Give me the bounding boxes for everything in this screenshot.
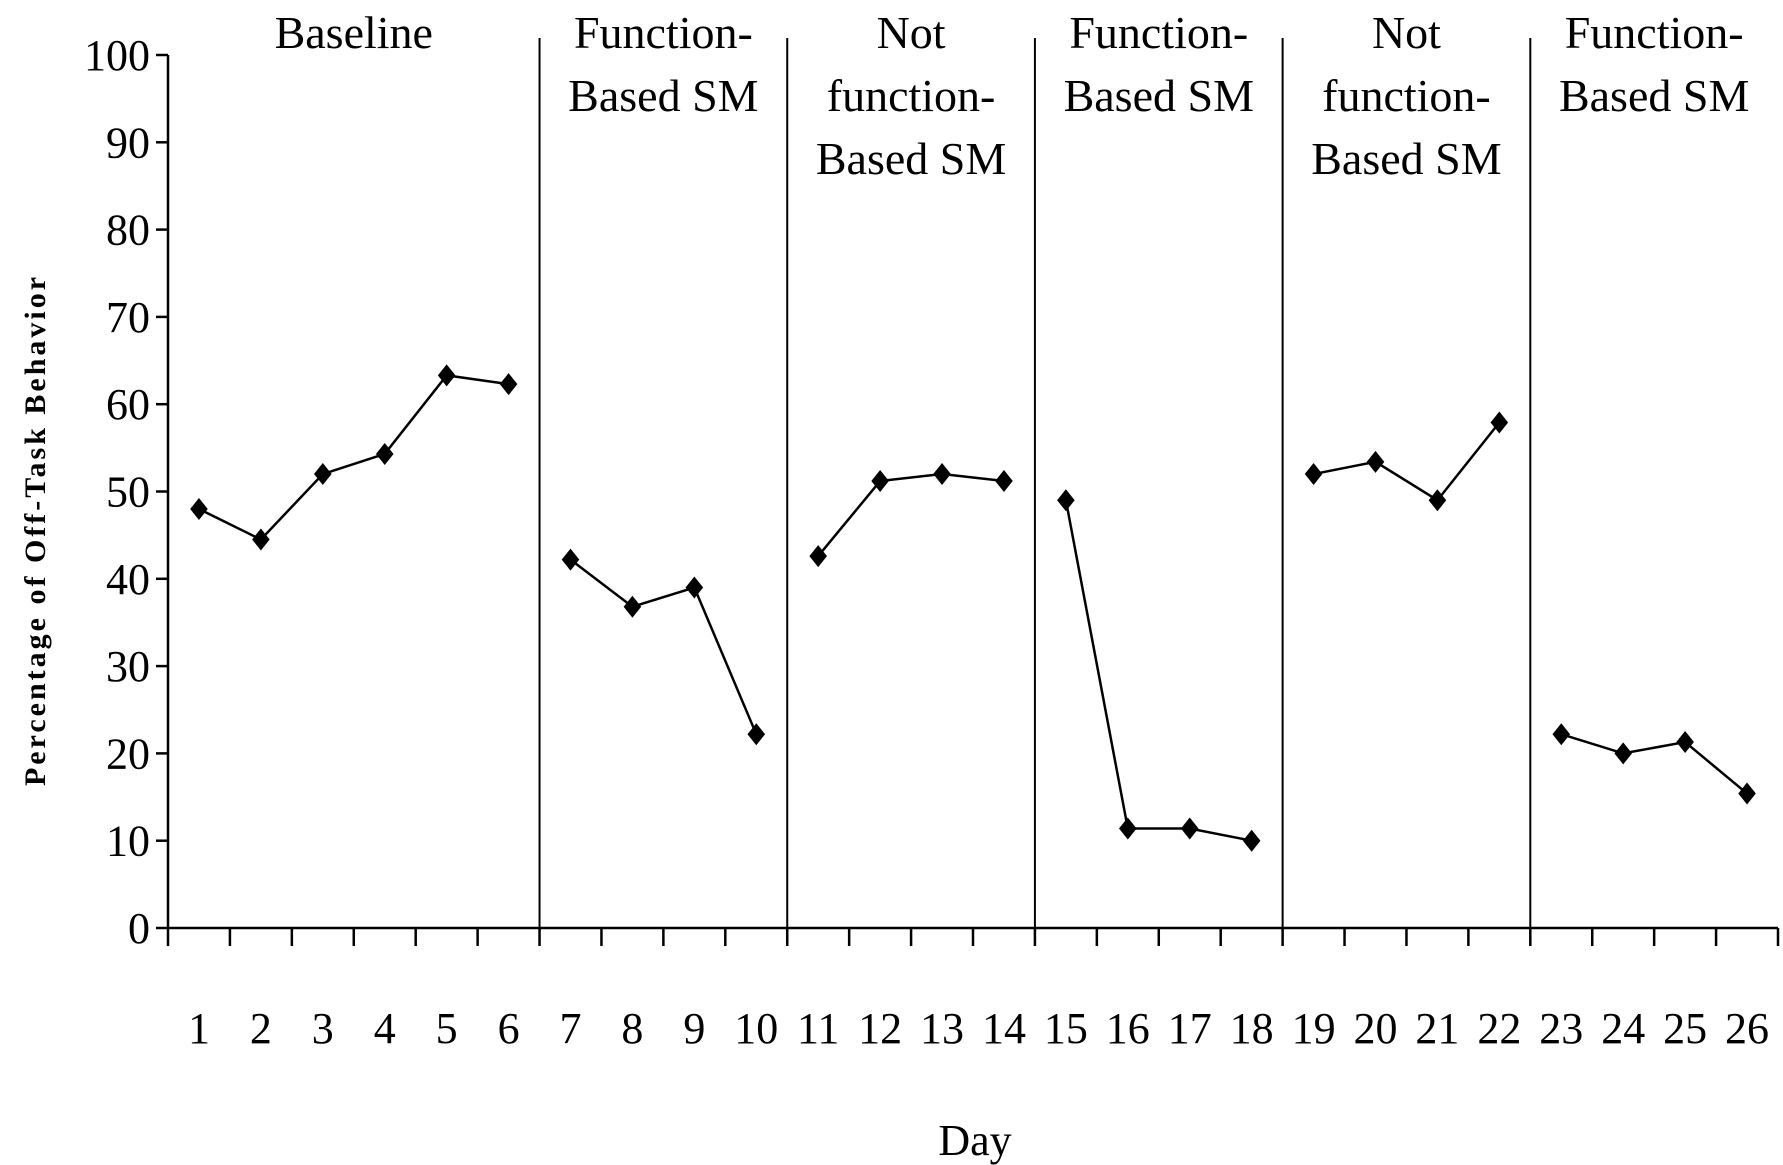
data-point [995,470,1013,493]
x-tick-label: 8 [621,1004,643,1053]
phase-label-line: Function- [1565,7,1744,58]
data-point [1057,489,1075,512]
phase-series-line [569,558,758,735]
data-point [437,364,456,387]
data-point [1490,411,1509,434]
data-point [1676,731,1694,754]
phase-label-line: Not [877,7,946,58]
x-tick-label: 2 [250,1004,272,1053]
phase-label-line: Baseline [275,7,433,58]
x-tick-label: 16 [1106,1004,1150,1053]
data-point [1304,463,1323,486]
phase-label-line: function- [827,70,996,121]
data-point [1738,782,1756,805]
x-axis-title: Day [938,1116,1011,1165]
data-series [190,364,1756,852]
x-tick-label: 26 [1725,1004,1769,1053]
data-point [375,442,394,465]
phase-series-line [1560,733,1748,795]
x-tick-label: 20 [1354,1004,1398,1053]
x-tick-label: 23 [1539,1004,1583,1053]
data-point [747,723,766,746]
phase-label-line: function- [1322,70,1491,121]
phase-label-line: Based SM [1311,133,1501,184]
phase-label-line: Not [1372,7,1441,58]
phase-series-line [1064,499,1252,842]
x-tick-label: 10 [734,1004,778,1053]
y-tick-label: 40 [106,555,150,604]
x-tick-label: 13 [920,1004,964,1053]
y-tick-label: 90 [106,118,150,167]
x-tick-label: 7 [560,1004,582,1053]
data-point [190,497,208,520]
x-tick-label: 21 [1415,1004,1459,1053]
data-point [1614,742,1632,765]
data-point [809,545,827,568]
data-point [1366,450,1385,473]
data-point [1119,817,1137,840]
x-axis: 1 2 3 4 5 6 7 8 9 10 11 12 13 14 15 16 17 18 19 20 21 22 23 24 2… [166,926,1780,1053]
x-tick-label: 22 [1477,1004,1521,1053]
x-tick-label: 24 [1601,1004,1645,1053]
x-tick-label: 25 [1663,1004,1707,1053]
x-tick-label: 4 [374,1004,396,1053]
y-axis-title: Percentage of Off-Task Behavior [19,274,52,786]
y-axis: 0 10 20 30 40 50 60 70 80 90 100 [84,31,170,953]
y-tick-label: 70 [106,293,150,342]
data-point [1428,489,1447,512]
x-tick-label: 18 [1230,1004,1274,1053]
x-tick-label: 17 [1168,1004,1212,1053]
data-point [1242,829,1261,852]
phase-label-line: Based SM [1064,70,1254,121]
x-tick-label: 11 [797,1004,839,1053]
x-tick-label: 5 [436,1004,458,1053]
phase-label-line: Function- [574,7,753,58]
x-tick-label: 19 [1292,1004,1336,1053]
y-tick-label: 20 [106,729,150,778]
data-point [252,528,270,551]
phase-change-lines [538,38,1532,938]
data-point [1180,817,1199,840]
phase-label-line: Based SM [1559,70,1749,121]
x-tick-label: 14 [982,1004,1026,1053]
data-point [1552,723,1571,746]
phase-label-line: Function- [1069,7,1248,58]
x-tick-label: 15 [1044,1004,1088,1053]
x-tick-label: 6 [498,1004,520,1053]
data-point [685,576,704,599]
phase-series-line [817,472,1005,557]
phase-series-line [1313,421,1501,502]
data-point [871,470,889,493]
y-tick-label: 10 [106,817,150,866]
data-point [933,463,951,486]
phase-label-line: Based SM [816,133,1006,184]
data-point [499,373,518,396]
y-tick-label: 30 [106,642,150,691]
y-tick-label: 60 [106,380,150,429]
x-tick-label: 1 [188,1004,210,1053]
phase-label-line: Based SM [568,70,758,121]
y-tick-label: 80 [106,206,150,255]
y-tick-label: 0 [128,904,150,953]
data-point [561,548,580,571]
data-point [314,463,332,486]
x-tick-label: 9 [683,1004,705,1053]
x-tick-label: 3 [312,1004,334,1053]
phase-labels: Baseline Function- Based SM Not function- Bas… [275,7,1750,184]
y-tick-label: 50 [106,468,150,517]
data-point [623,595,642,618]
y-tick-label: 100 [84,31,150,80]
phase-series-line [198,374,509,542]
x-tick-label: 12 [858,1004,902,1053]
